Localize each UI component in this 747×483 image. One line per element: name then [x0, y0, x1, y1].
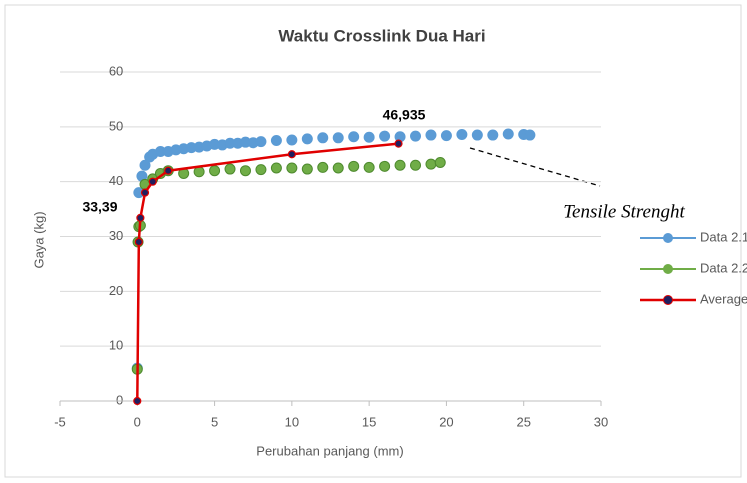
legend-label: Data 2.1	[700, 229, 747, 244]
point	[332, 132, 344, 144]
point	[224, 163, 236, 175]
y-tick-label: 30	[109, 228, 123, 243]
legend-marker	[663, 295, 673, 305]
point	[379, 160, 391, 172]
point	[134, 237, 143, 247]
point	[317, 161, 329, 173]
legend-label: Data 2.2	[700, 260, 747, 275]
point	[255, 136, 267, 148]
x-tick-label: 25	[516, 414, 530, 429]
y-tick-label: 10	[109, 338, 123, 353]
y-tick-label: 60	[109, 63, 123, 78]
point	[348, 131, 360, 143]
point	[270, 162, 282, 174]
point	[471, 129, 483, 141]
point	[348, 160, 360, 172]
x-tick-label: 15	[362, 414, 376, 429]
x-tick-label: 5	[211, 414, 218, 429]
point	[487, 129, 499, 141]
point	[139, 159, 151, 171]
point	[425, 129, 437, 141]
point	[136, 213, 145, 223]
point	[317, 132, 329, 144]
point	[301, 163, 313, 175]
x-tick-label: 0	[134, 414, 141, 429]
point	[502, 128, 514, 140]
x-tick-label: -5	[54, 414, 66, 429]
x-tick-label: 30	[594, 414, 608, 429]
chart-title: Waktu Crosslink Dua Hari	[278, 26, 485, 45]
legend-label: Average	[700, 291, 747, 306]
legend-marker	[663, 233, 673, 243]
y-tick-label: 40	[109, 173, 123, 188]
point	[164, 166, 173, 175]
point	[440, 130, 452, 142]
point	[425, 158, 437, 170]
series	[133, 139, 403, 406]
point	[410, 159, 422, 171]
point	[270, 135, 282, 147]
y-tick-label: 0	[116, 392, 123, 407]
point	[286, 162, 298, 174]
y-tick-label: 20	[109, 283, 123, 298]
chart-border	[4, 4, 742, 478]
point	[363, 161, 375, 173]
y-axis-title: Gaya (kg)	[31, 211, 46, 268]
point	[255, 164, 267, 176]
point	[239, 165, 251, 177]
annotation: 33,39	[82, 199, 117, 215]
point	[301, 133, 313, 145]
point	[287, 150, 296, 159]
x-axis-title: Perubahan panjang (mm)	[256, 443, 403, 458]
point	[394, 159, 406, 171]
point	[286, 134, 298, 146]
point	[456, 129, 468, 141]
annotation: Tensile Strenght	[563, 201, 685, 222]
point	[133, 396, 142, 406]
point	[379, 130, 391, 142]
point	[524, 129, 536, 141]
annotation: 46,935	[383, 107, 426, 123]
y-tick-label: 50	[109, 118, 123, 133]
point	[434, 156, 446, 168]
point	[209, 165, 221, 177]
point	[140, 188, 150, 197]
point	[363, 131, 375, 143]
point	[410, 130, 422, 142]
x-tick-label: 20	[439, 414, 453, 429]
annotation-arrow	[469, 147, 601, 187]
point	[394, 139, 403, 148]
x-tick-label: 10	[285, 414, 299, 429]
point	[332, 162, 344, 174]
point	[148, 177, 157, 186]
legend-marker	[663, 264, 673, 274]
